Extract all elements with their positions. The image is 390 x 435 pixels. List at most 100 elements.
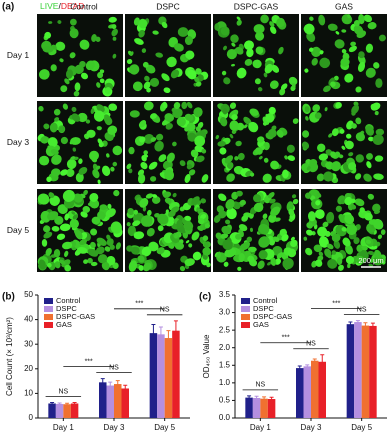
y-tick-label: 3.5: [219, 290, 231, 299]
cell: [237, 152, 245, 161]
cell: [323, 171, 334, 182]
cell: [184, 36, 193, 45]
cell: [222, 239, 233, 251]
cell: [79, 239, 88, 245]
cell: [257, 87, 263, 92]
cell: [55, 41, 66, 51]
cell: [373, 219, 384, 230]
cell: [258, 250, 268, 260]
cell: [143, 154, 149, 158]
cell: [287, 155, 296, 161]
cell: [203, 241, 209, 248]
bar: [164, 338, 173, 418]
cell: [270, 26, 277, 35]
cell: [165, 123, 173, 130]
cell: [272, 236, 280, 242]
cell: [93, 110, 105, 122]
bar: [106, 385, 114, 418]
cell: [181, 101, 188, 110]
cell: [198, 218, 205, 225]
cell: [99, 69, 105, 74]
cell: [187, 132, 197, 142]
cell: [255, 147, 263, 155]
cell: [315, 259, 323, 267]
cell: [367, 193, 375, 200]
cell: [326, 243, 334, 250]
cell: [172, 192, 177, 198]
cell: [254, 78, 261, 85]
cell: [78, 158, 83, 164]
cell: [112, 145, 123, 156]
cell: [156, 247, 165, 255]
significance-label: ***: [135, 301, 143, 308]
y-tick-label: 20: [24, 364, 33, 373]
legend-label: GAS: [253, 320, 269, 329]
cell: [323, 85, 331, 93]
cell: [139, 198, 149, 208]
cell: [221, 70, 227, 76]
cell: [139, 136, 146, 143]
cell: [80, 72, 89, 80]
cell: [201, 148, 207, 154]
cell: [231, 42, 236, 47]
bar: [172, 330, 180, 418]
cell: [305, 116, 309, 121]
cell: [150, 176, 157, 182]
cell: [328, 133, 333, 138]
cell: [146, 209, 152, 217]
cell: [105, 208, 116, 218]
cell: [223, 261, 229, 267]
cell: [235, 190, 243, 197]
x-tick-label: Day 5: [351, 423, 372, 432]
cell: [318, 251, 324, 257]
cell: [57, 20, 62, 24]
cell: [357, 61, 366, 72]
cell: [156, 133, 164, 141]
cell: [248, 121, 259, 133]
cell: [284, 155, 288, 160]
cell: [42, 45, 54, 53]
cell: [307, 211, 316, 222]
cell: [163, 87, 171, 94]
cell: [66, 168, 75, 177]
cell: [348, 45, 357, 53]
cell: [368, 136, 374, 142]
panel-label: (a): [2, 2, 14, 13]
cell: [149, 77, 160, 87]
cell: [111, 28, 118, 37]
cell: [59, 223, 71, 232]
cell: [330, 81, 336, 87]
cell: [96, 104, 105, 113]
cell: [64, 250, 69, 258]
cell: [265, 113, 275, 123]
cell: [61, 241, 73, 250]
cell: [78, 166, 88, 175]
cell: [53, 249, 61, 258]
cell: [318, 153, 329, 161]
cell: [231, 129, 237, 134]
error-bar: [262, 396, 267, 401]
cell: [72, 214, 79, 220]
cell: [62, 103, 69, 110]
column-header: DSPC: [156, 1, 180, 11]
cell: [350, 41, 356, 47]
cell: [287, 248, 297, 258]
cell: [262, 213, 268, 220]
cell: [161, 120, 168, 126]
cell: [225, 198, 235, 210]
cell: [92, 169, 100, 179]
cell: [346, 133, 352, 139]
cell: [246, 48, 254, 58]
cell: [195, 155, 205, 163]
bar: [63, 404, 71, 418]
error-bar: [348, 321, 353, 327]
cell: [112, 161, 118, 167]
cell: [155, 52, 164, 58]
cell: [71, 113, 81, 122]
cell: [358, 14, 365, 25]
cell: [353, 237, 360, 245]
cell: [241, 215, 249, 222]
cell: [344, 214, 355, 225]
cell: [134, 38, 144, 45]
cell: [60, 85, 68, 93]
